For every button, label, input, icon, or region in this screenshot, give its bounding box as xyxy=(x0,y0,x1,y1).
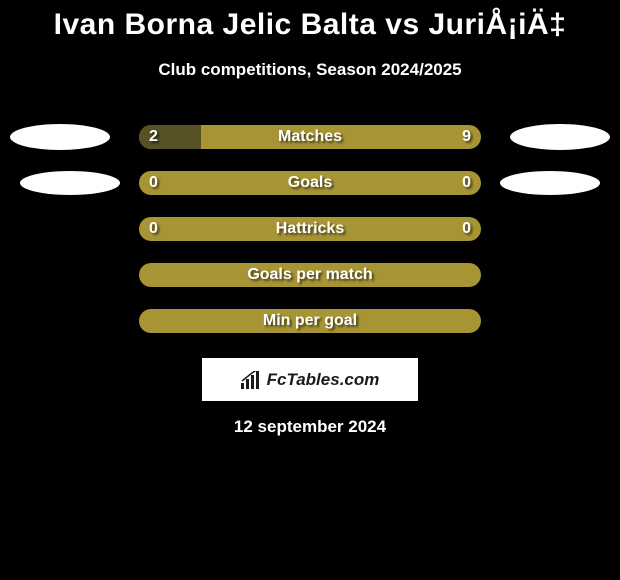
page-subtitle: Club competitions, Season 2024/2025 xyxy=(0,60,620,80)
stat-label: Matches xyxy=(139,128,481,146)
bar-chart-icon xyxy=(241,371,263,389)
brand-box[interactable]: FcTables.com xyxy=(202,358,418,401)
stat-row-matches: 2 Matches 9 xyxy=(0,114,620,160)
team-left-logo xyxy=(20,171,120,195)
stat-right-value: 9 xyxy=(462,128,471,146)
stat-row-hattricks: 0 Hattricks 0 xyxy=(0,206,620,252)
stat-label: Goals xyxy=(139,174,481,192)
stats-rows: 2 Matches 9 0 Goals 0 0 Hattricks 0 xyxy=(0,114,620,344)
stat-row-mpg: Min per goal xyxy=(0,298,620,344)
date-line: 12 september 2024 xyxy=(0,417,620,437)
brand-text: FcTables.com xyxy=(267,370,380,390)
team-right-logo xyxy=(500,171,600,195)
stat-row-goals: 0 Goals 0 xyxy=(0,160,620,206)
stat-right-value: 0 xyxy=(462,174,471,192)
bar-track: 0 Hattricks 0 xyxy=(139,217,481,241)
stat-label: Goals per match xyxy=(139,266,481,284)
bar-track: 0 Goals 0 xyxy=(139,171,481,195)
stat-label: Min per goal xyxy=(139,312,481,330)
bar-track: Min per goal xyxy=(139,309,481,333)
stat-row-gpm: Goals per match xyxy=(0,252,620,298)
bar-track: Goals per match xyxy=(139,263,481,287)
team-right-logo xyxy=(510,124,610,150)
page-title: Ivan Borna Jelic Balta vs JuriÅ¡iÄ‡ xyxy=(0,0,620,42)
team-left-logo xyxy=(10,124,110,150)
stat-right-value: 0 xyxy=(462,220,471,238)
comparison-card: Ivan Borna Jelic Balta vs JuriÅ¡iÄ‡ Club… xyxy=(0,0,620,580)
bar-track: 2 Matches 9 xyxy=(139,125,481,149)
stat-label: Hattricks xyxy=(139,220,481,238)
